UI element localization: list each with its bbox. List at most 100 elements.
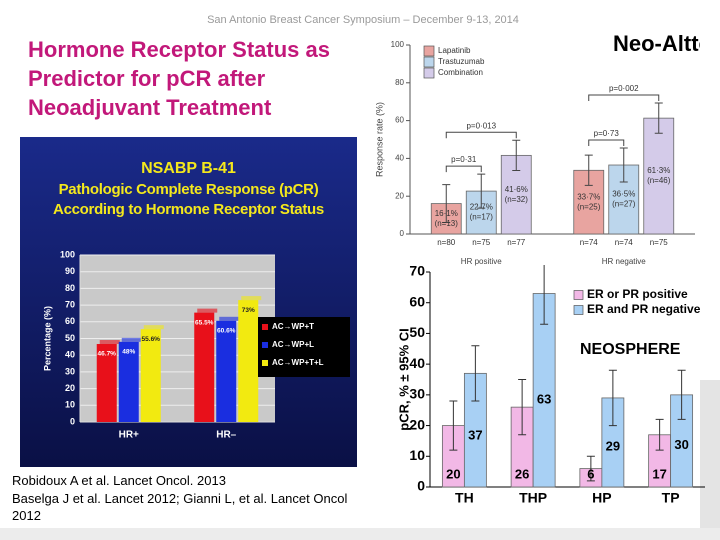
y-tick-label: 70: [409, 265, 425, 279]
significance-bracket: [445, 131, 517, 139]
value-label: 63: [537, 391, 551, 406]
value-label: 20: [446, 466, 460, 481]
value-label: 36·5%: [612, 190, 635, 199]
annotation: p=0·002: [609, 84, 639, 93]
legend-label: Combination: [438, 68, 483, 77]
value-label: 41·6%: [505, 185, 528, 194]
y-tick-label: 10: [65, 400, 75, 410]
error-bar: [442, 184, 451, 223]
value-label: 26: [515, 466, 529, 481]
x-tick-label: HR negative: [602, 257, 647, 266]
sample-label: (n=27): [612, 200, 636, 209]
value-label: 65.5%: [195, 319, 214, 326]
n-label: n=77: [507, 238, 526, 247]
error-bar: [586, 455, 595, 482]
bar: [96, 344, 117, 422]
y-axis-label: Percentage (%): [42, 306, 52, 371]
n-label: n=74: [615, 238, 634, 247]
reference: Baselga J et al. Lancet 2012; Gianni L, …: [12, 491, 348, 523]
chart-neo-altto: 0 20 40 60 80 100 Response rate (%) Neo-Altto HR…: [374, 31, 700, 266]
y-tick-label: 40: [65, 350, 75, 360]
x-tick-label: TH: [455, 490, 474, 506]
error-bar: [655, 418, 664, 451]
value-label: 37: [468, 427, 482, 442]
y-tick-label: 100: [391, 40, 405, 49]
bar-top: [241, 296, 262, 301]
bar-top: [219, 316, 240, 321]
legend-swatch: [573, 290, 584, 300]
chart-neosphere: 0 10 20 30 40 50 60 70 pCR, % ± 95% CI NEOSPHERE T…: [396, 265, 705, 506]
bar: [118, 341, 139, 422]
y-tick-label: 10: [409, 447, 425, 463]
y-tick-label: 0: [417, 478, 425, 494]
error-bar: [608, 369, 617, 427]
legend-label: ER and PR negative: [587, 302, 701, 316]
legend-label: Lapatinib: [438, 46, 471, 55]
value-label: 33·7%: [577, 192, 600, 201]
legend-label: AC→WP+T+L: [272, 358, 324, 367]
chart-nsabp: 0 10 20 30 40 50 60 70 80 90 100 Percentage (%) HR+ H…: [20, 137, 357, 467]
error-bar: [518, 379, 527, 436]
legend-swatch: [423, 56, 435, 68]
error-bar: [471, 345, 480, 402]
y-tick-label: 40: [409, 355, 425, 371]
y-tick-label: 60: [409, 293, 425, 309]
y-tick-label: 20: [409, 416, 425, 432]
y-axis-label: pCR, % ± 95% CI: [396, 328, 411, 431]
error-bar: [654, 102, 663, 134]
legend-swatch: [423, 67, 435, 79]
error-bar: [477, 173, 486, 209]
bar-top: [197, 308, 218, 313]
frame-decoration: [700, 380, 720, 540]
bar-top: [143, 325, 164, 330]
frame-decoration: [0, 528, 720, 540]
value-label: 17: [652, 466, 666, 481]
error-bar: [540, 265, 549, 325]
sample-label: (n=25): [577, 202, 601, 211]
chart-title: NSABP B-41: [141, 160, 236, 177]
sample-label: (n=13): [435, 219, 459, 228]
value-label: 55.6%: [142, 336, 161, 343]
legend-swatch: [262, 360, 268, 366]
legend-swatch: [262, 342, 268, 348]
value-label: 16·1%: [435, 209, 458, 218]
x-tick-label: HR–: [216, 430, 236, 441]
annotation: p=0·31: [451, 155, 477, 164]
error-bar: [449, 400, 458, 451]
value-label: 61·3%: [647, 166, 670, 175]
legend-label: Trastuzumab: [438, 57, 485, 66]
header: San Antonio Breast Cancer Symposium – De…: [207, 14, 519, 26]
chart-subtitle: Pathologic Complete Response (pCR) Accor…: [53, 181, 324, 218]
y-tick-label: 80: [65, 283, 75, 293]
bar: [194, 312, 215, 422]
bar: [216, 320, 237, 422]
annotation: p=0·013: [466, 121, 496, 130]
error-bar: [619, 147, 628, 183]
n-label: n=75: [472, 238, 491, 247]
value-label: 48%: [122, 349, 135, 356]
significance-bracket: [588, 94, 660, 102]
x-tick-label: THP: [519, 490, 547, 506]
slide-title: Hormone Receptor Status as Predictor for…: [28, 37, 330, 120]
x-tick-label: HR+: [119, 430, 139, 441]
chart-title: Neo-Altto: [613, 31, 700, 56]
y-tick-label: 0: [70, 416, 75, 426]
legend-swatch: [573, 305, 584, 315]
value-label: 73%: [242, 307, 255, 314]
legend-label: AC→WP+L: [272, 340, 314, 349]
n-label: n=80: [437, 238, 456, 247]
annotation: p=0·73: [594, 129, 620, 138]
y-tick-label: 100: [60, 249, 75, 259]
y-tick-label: 0: [400, 229, 405, 238]
y-tick-label: 80: [395, 78, 404, 87]
bar-top: [121, 337, 142, 342]
legend-box: [258, 317, 350, 377]
value-label: 29: [606, 438, 620, 453]
y-axis-label: Response rate (%): [374, 102, 384, 177]
y-tick-label: 40: [395, 154, 404, 163]
n-label: n=75: [650, 238, 669, 247]
value-label: 22·7%: [470, 203, 493, 212]
sample-label: (n=32): [505, 195, 529, 204]
error-bar: [677, 369, 686, 420]
